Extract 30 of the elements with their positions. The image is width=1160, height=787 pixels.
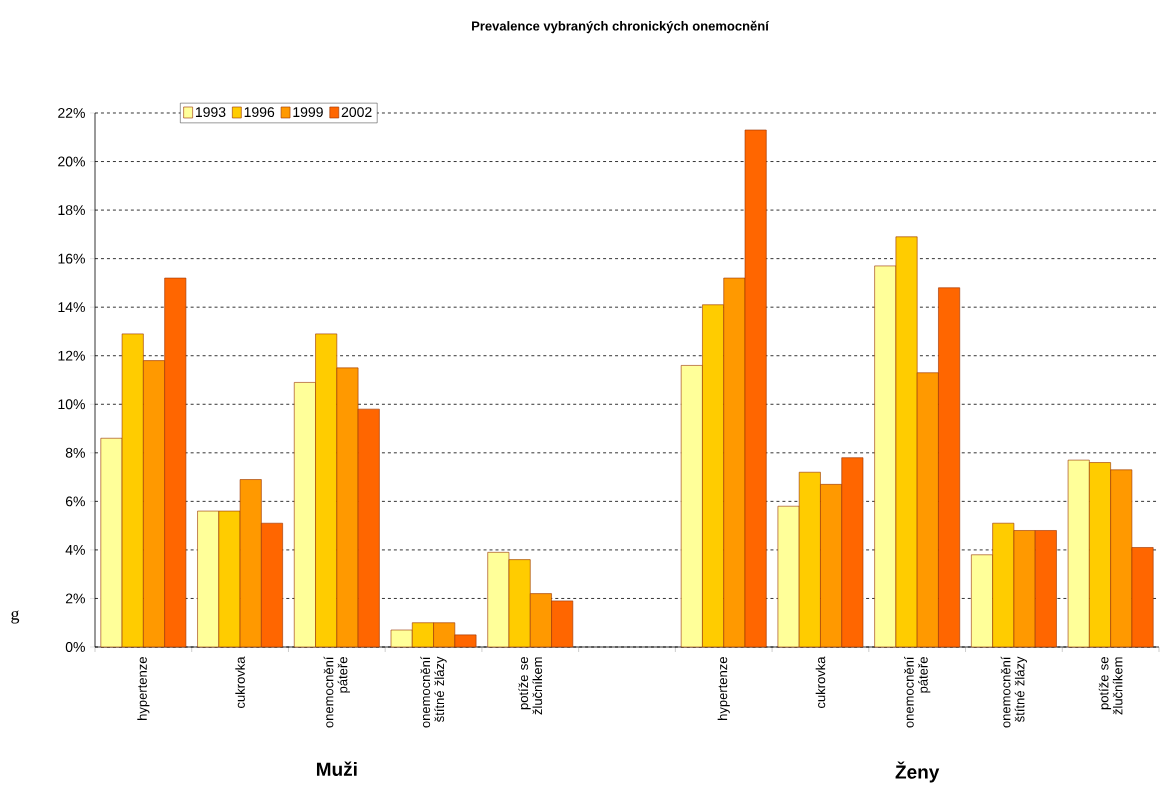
y-axis-title: g: [11, 610, 20, 624]
y-tick-label: 12%: [58, 350, 85, 361]
x-tick-label: hypertenze: [137, 657, 150, 720]
y-tick-label: 0%: [65, 642, 85, 652]
legend-label: 1999: [293, 107, 323, 118]
legend-label: 1993: [195, 107, 226, 118]
legend-label: 1996: [244, 107, 275, 118]
x-tick-label: onemocnění štítné žlázy: [1000, 656, 1028, 728]
x-tick-label: onemocnění páteře: [904, 656, 931, 728]
x-tick-label: cukrovka: [815, 656, 826, 709]
text: Ženy: [895, 761, 940, 783]
x-tick-label: onemocnění štítné žlázy: [420, 656, 447, 728]
x-tick-label: potíže se žlučníkem: [1098, 657, 1123, 715]
y-tick-label: 16%: [58, 253, 85, 264]
chart-title: Prevalence vybraných chronických onemocnění: [472, 20, 770, 34]
text: Muži: [316, 761, 357, 776]
y-tick-label: 4%: [65, 545, 85, 555]
x-tick-label: onemocnění páteře: [323, 656, 350, 728]
y-tick-label: 18%: [58, 205, 85, 216]
x-tick-label: potíže se žlučníkem: [518, 657, 543, 715]
y-tick-label: 8%: [65, 447, 85, 458]
x-tick-label: hypertenze: [717, 657, 730, 720]
x-tick-label: cukrovka: [235, 656, 245, 709]
y-tick-label: 22%: [58, 108, 85, 118]
y-tick-label: 6%: [65, 496, 85, 507]
y-tick-label: 10%: [58, 399, 85, 410]
y-tick-label: 14%: [58, 302, 85, 313]
y-tick-label: 20%: [58, 156, 85, 167]
y-tick-label: 2%: [65, 593, 85, 604]
legend-label: 2002: [341, 107, 372, 118]
